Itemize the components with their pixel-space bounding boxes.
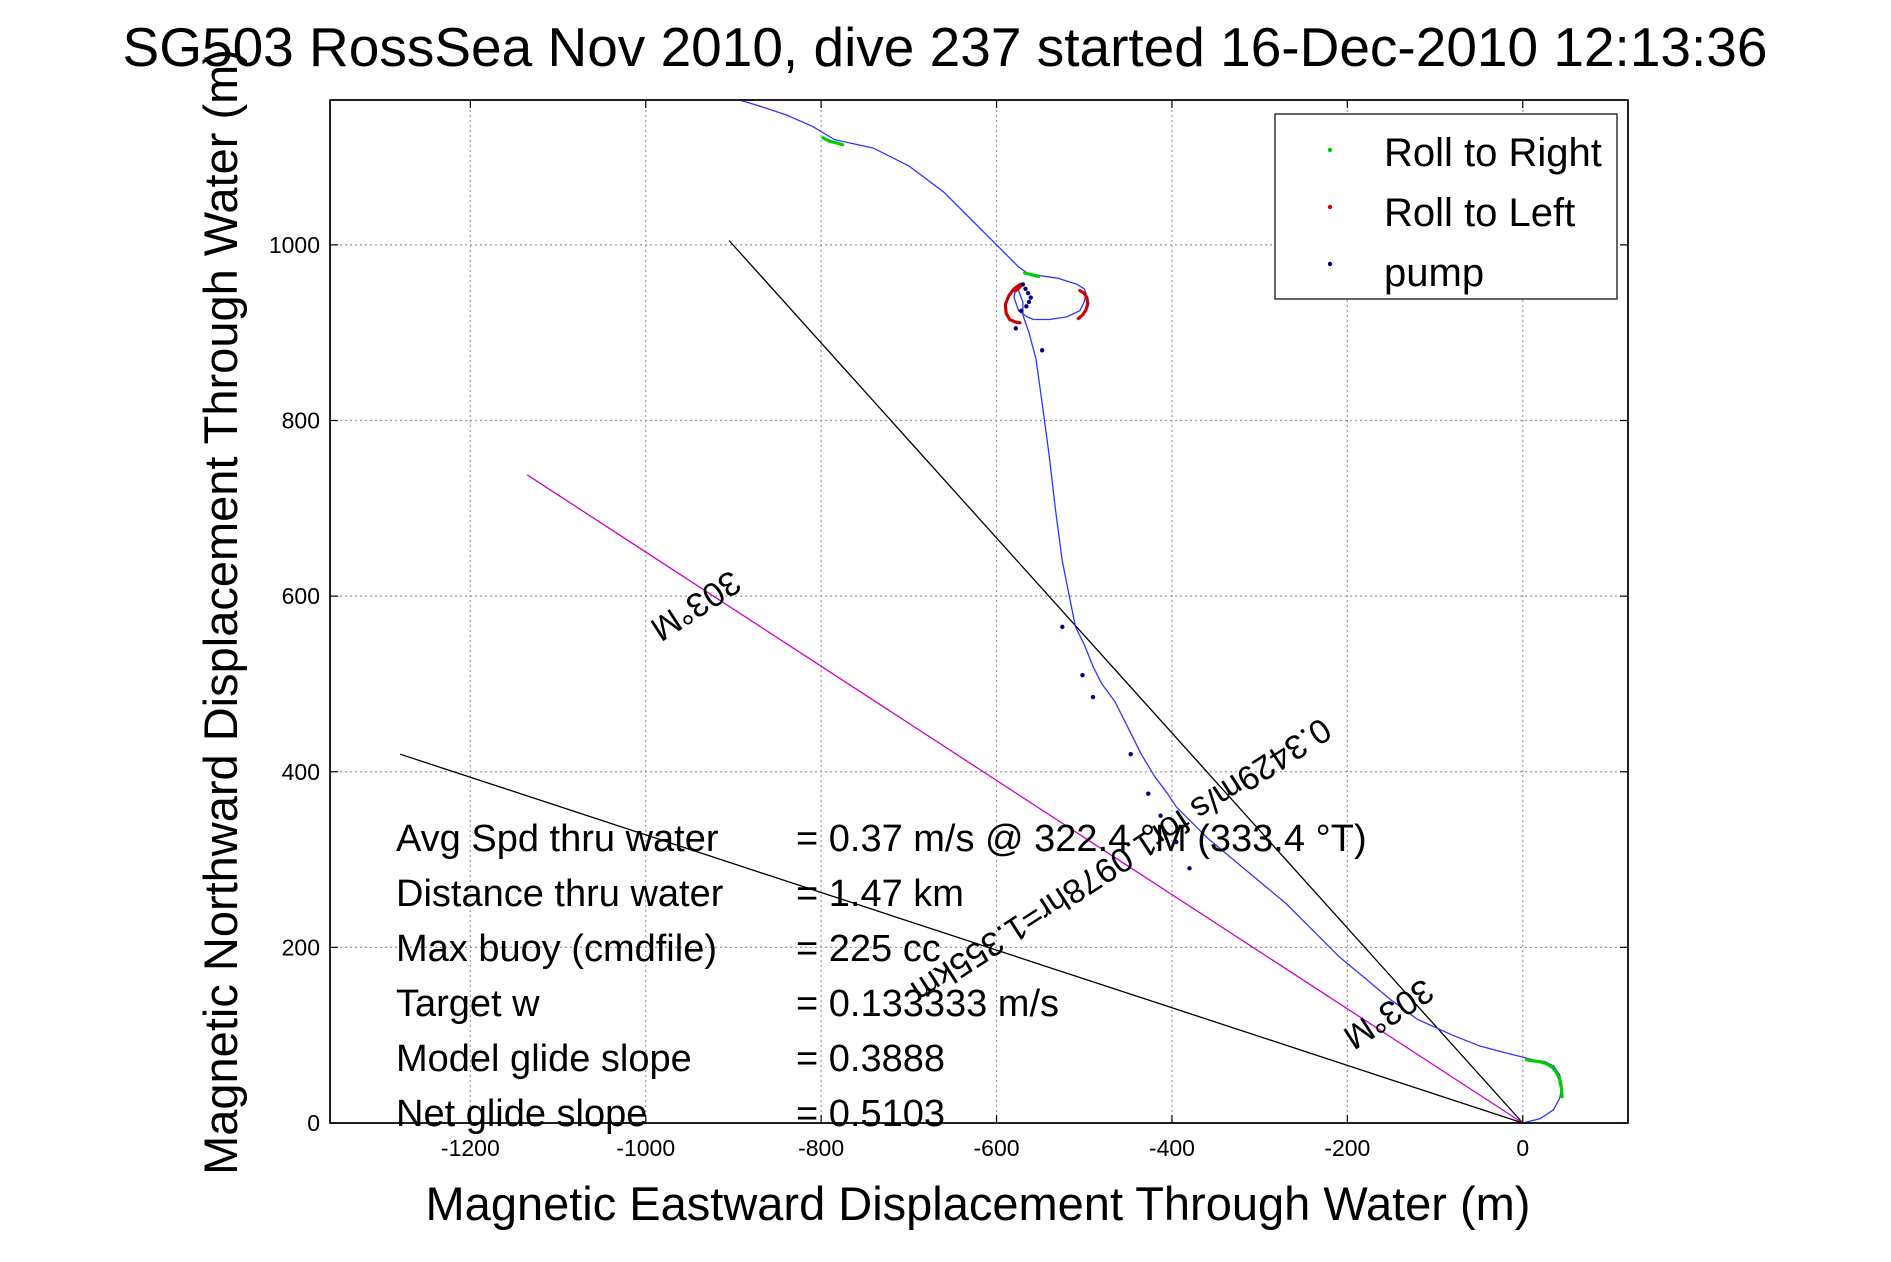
roll-right-marks: [1524, 1058, 1564, 1099]
pump-point: [1013, 326, 1019, 331]
pump-point: [1090, 694, 1096, 700]
x-tick-label: -600: [974, 1135, 1020, 1161]
roll-left-marks: [1075, 289, 1090, 322]
stat-value: = 0.5103: [796, 1093, 945, 1135]
y-tick-label: 0: [307, 1110, 320, 1136]
y-axis-label: Magnetic Northward Displacement Through …: [194, 49, 247, 1175]
stat-label: Distance thru water: [396, 873, 724, 915]
x-tick-label: -400: [1149, 1135, 1195, 1161]
roll-left-marks: [1014, 285, 1022, 293]
y-tick-label: 800: [282, 408, 320, 434]
roll-left-marks: [1003, 282, 1023, 325]
x-tick-label: -1200: [441, 1135, 500, 1161]
legend-label-roll-right: Roll to Right: [1384, 131, 1602, 175]
x-tick-label: -1000: [616, 1135, 675, 1161]
legend-label-roll-left: Roll to Left: [1384, 191, 1575, 235]
legend-marker-roll-left: [1327, 204, 1333, 210]
legend: Roll to Right Roll to Left pump: [1274, 113, 1618, 300]
x-tick-label: 0: [1516, 1135, 1529, 1161]
chart-title: SG503 RossSea Nov 2010, dive 237 started…: [123, 16, 1768, 78]
reference-line-2: [728, 240, 1524, 1124]
legend-marker-roll-right: [1327, 147, 1333, 153]
stat-value: = 225 cc: [796, 928, 941, 970]
stat-value: = 0.37 m/s @ 322.4 °M (333.4 °T): [796, 818, 1367, 860]
roll-right-marks: [821, 136, 845, 147]
pump-point: [1080, 672, 1085, 678]
pump-point: [1158, 813, 1163, 818]
x-tick-label: -800: [798, 1135, 844, 1161]
x-tick-label: -200: [1324, 1135, 1370, 1161]
stat-label: Target w: [396, 983, 540, 1025]
stat-label: Net glide slope: [396, 1093, 647, 1135]
marker-layer: [821, 136, 1564, 1099]
stat-value: = 1.47 km: [796, 873, 964, 915]
pump-point: [1026, 299, 1032, 305]
axis-ticks: -1200 -1000 -800 -600 -400 -200 0 0 200 400 600 800…: [269, 100, 1628, 1161]
y-tick-label: 400: [282, 759, 320, 785]
pump-point: [1028, 295, 1033, 300]
pump-point: [1060, 624, 1065, 630]
reference-lines: [399, 240, 1524, 1124]
stat-value: = 0.3888: [796, 1038, 945, 1080]
pump-point: [1128, 751, 1133, 757]
series-line-track: [739, 99, 1563, 1124]
y-tick-label: 1000: [269, 232, 320, 258]
stat-label: Max buoy (cmdfile): [396, 928, 717, 970]
pump-point: [1146, 791, 1151, 796]
pump-point: [1039, 348, 1045, 353]
legend-label-pump: pump: [1384, 251, 1484, 295]
stat-label: Avg Spd thru water: [396, 818, 719, 860]
roll-right-marks: [1022, 271, 1041, 279]
y-tick-label: 600: [282, 583, 320, 609]
pump-point: [1174, 839, 1179, 845]
reference-line-3: [526, 474, 1524, 1124]
pump-point: [1025, 290, 1031, 296]
plot-border: [329, 99, 1629, 1124]
pump-point: [1020, 282, 1026, 287]
stats-block: Avg Spd thru water = 0.37 m/s @ 322.4 °M …: [396, 818, 1367, 1135]
pump-point: [1024, 304, 1029, 309]
pump-point: [1023, 286, 1028, 291]
stat-label: Model glide slope: [396, 1038, 692, 1080]
stat-value: = 0.133333 m/s: [796, 983, 1059, 1025]
series-layer: [739, 99, 1563, 1124]
x-axis-label: Magnetic Eastward Displacement Through W…: [426, 1177, 1531, 1230]
legend-marker-pump: [1327, 261, 1333, 267]
reference-line-1: [399, 753, 1523, 1124]
pump-point: [1187, 866, 1192, 871]
y-tick-label: 200: [282, 934, 320, 960]
pump-point: [1018, 308, 1024, 313]
